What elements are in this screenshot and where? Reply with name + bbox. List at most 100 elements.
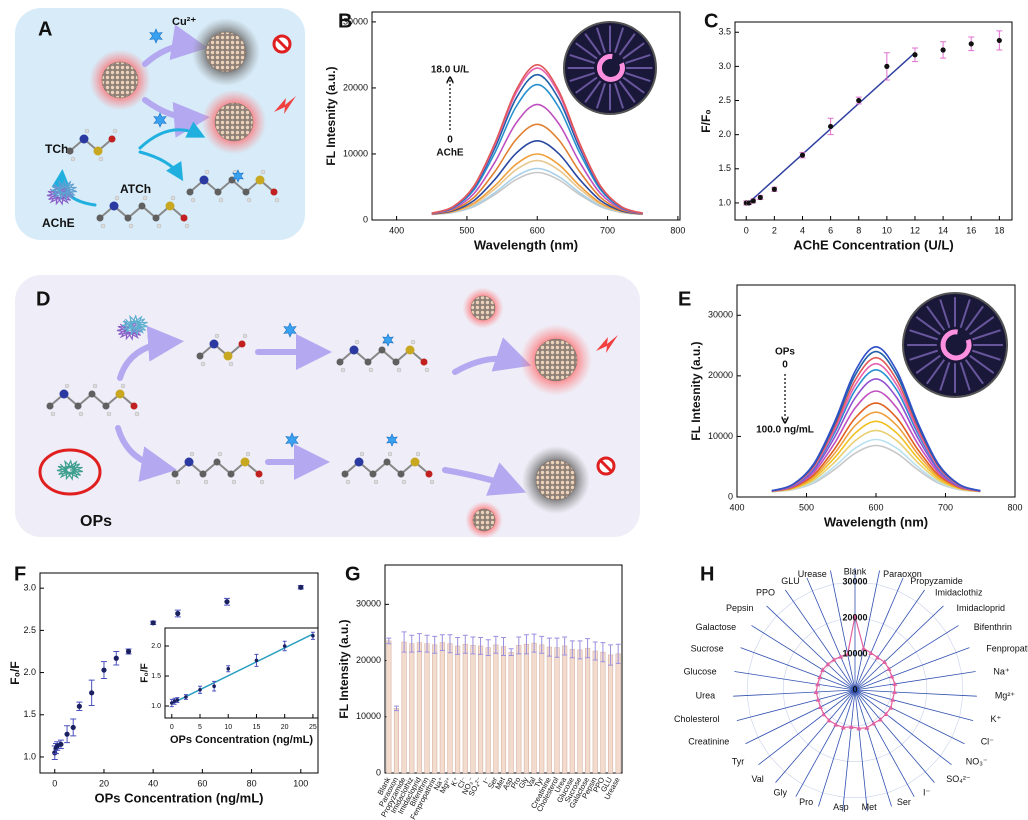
radar-category-label: Urea [696, 690, 716, 700]
y-tick-label: 10000 [343, 148, 368, 158]
spectrum-line [771, 429, 981, 493]
y-tick-label: 20000 [343, 82, 368, 92]
hydrogen [340, 367, 346, 373]
bar [592, 650, 598, 774]
radar-marker [815, 681, 821, 687]
radar-marker [881, 659, 887, 664]
off-sign [275, 37, 289, 51]
x-tick-label: 500 [459, 225, 474, 235]
hydrogen [175, 479, 181, 485]
hydrogen [64, 383, 70, 389]
atom [405, 345, 415, 355]
spectrum-line [771, 420, 981, 493]
data-point [224, 599, 230, 605]
x-tick-label: 40 [148, 778, 158, 788]
bar [562, 645, 568, 774]
hydrogen [156, 223, 162, 229]
error-bar [585, 638, 591, 659]
x-tick-label: 12 [910, 225, 920, 235]
photo-glow-arrow [596, 53, 625, 82]
molecule [96, 195, 190, 229]
error-bar [600, 642, 606, 663]
y-tick-label: 30000 [343, 16, 368, 26]
radar-marker [864, 725, 870, 730]
x-tick-label: 20 [281, 724, 289, 731]
reaction-arrow [117, 325, 184, 381]
reaction-arrow [115, 425, 177, 482]
hydrogen [189, 451, 195, 457]
radar-category-label: Urease [798, 569, 827, 579]
radar-category-label: Galactose [696, 622, 737, 632]
nanoparticle [470, 295, 496, 321]
panel-letter: C [704, 10, 718, 32]
atom [392, 358, 400, 366]
bar [470, 645, 476, 774]
reaction-arrow [138, 150, 184, 182]
error-bar [424, 634, 430, 653]
data-point [212, 684, 216, 688]
y-axis-label: FL Intesnity (a.u.) [689, 341, 703, 440]
on-sign [274, 96, 296, 114]
atom [180, 214, 188, 222]
error-bar [470, 636, 476, 655]
radar-marker [892, 689, 898, 695]
hydrogen [231, 479, 237, 485]
error-bar [592, 641, 598, 661]
radar-marker [888, 705, 894, 710]
x-tick-label: 25 [309, 724, 317, 731]
atom [186, 188, 194, 196]
atom [383, 458, 391, 466]
hydrogen [242, 333, 248, 339]
radar-spoke [818, 689, 856, 807]
panel-letter: H [700, 563, 714, 585]
hydrogen [373, 479, 379, 485]
annotation: AChE [436, 148, 464, 159]
x-axis-label: Wavelength (nm) [824, 514, 928, 529]
y-tick-label: 1.5 [718, 163, 731, 173]
atom [109, 201, 119, 211]
atom [354, 457, 364, 467]
radar-spoke [745, 689, 856, 745]
photo-inset [902, 292, 1008, 398]
hydrogen [354, 339, 360, 345]
hydrogen [98, 156, 104, 162]
atom [214, 188, 222, 196]
radar-category-label: PPO [756, 588, 775, 598]
radar-spoke [734, 671, 856, 691]
radar-ring [818, 653, 892, 727]
bar [554, 647, 560, 774]
spectrum-line [431, 153, 643, 215]
error-bar [501, 637, 506, 657]
bar [432, 644, 438, 774]
radar-marker [838, 654, 844, 659]
photo-spoke [926, 305, 946, 331]
radar-category-label: Met [862, 802, 878, 812]
radar-category-label: Blank [844, 566, 867, 576]
atom [410, 457, 420, 467]
radar-marker [889, 673, 895, 679]
x-tick-label: Val [525, 775, 538, 789]
x-tick-label: 80 [247, 778, 257, 788]
radar-spoke [854, 625, 959, 691]
radar-spoke [854, 689, 935, 783]
reaction-arrow [142, 24, 208, 67]
hydrogen [387, 451, 393, 457]
hydrogen [128, 223, 134, 229]
y-tick-label: 30000 [356, 599, 381, 609]
photo-spoke [909, 329, 938, 341]
radar-category-label: Glucose [684, 667, 717, 677]
x-tick-label: 500 [799, 502, 814, 512]
radar-spoke [758, 689, 856, 765]
data-point [76, 703, 82, 709]
radar-spoke [854, 689, 965, 745]
nanoparticle [205, 31, 247, 73]
atom [184, 457, 194, 467]
diagram-label: Cu²⁺ [172, 16, 196, 28]
error-bar [447, 634, 453, 654]
error-bar [493, 635, 499, 654]
photo-spoke [964, 359, 984, 385]
x-tick-label: K⁺ [449, 776, 461, 788]
x-tick-label: 400 [389, 225, 404, 235]
radar-category-label: Val [751, 774, 763, 784]
